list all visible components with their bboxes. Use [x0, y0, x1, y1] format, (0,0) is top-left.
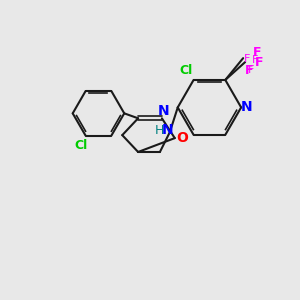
Text: N: N [162, 123, 174, 137]
Text: F: F [244, 54, 250, 64]
Text: F: F [245, 64, 253, 76]
Text: O: O [176, 131, 188, 145]
Text: H: H [155, 124, 165, 137]
Text: Cl: Cl [74, 139, 87, 152]
Text: F: F [248, 65, 254, 75]
Text: F: F [255, 56, 263, 69]
Text: F: F [252, 55, 258, 65]
Text: N: N [240, 100, 252, 114]
Text: Cl: Cl [179, 64, 192, 76]
Text: N: N [158, 104, 170, 118]
Text: F: F [253, 46, 261, 59]
